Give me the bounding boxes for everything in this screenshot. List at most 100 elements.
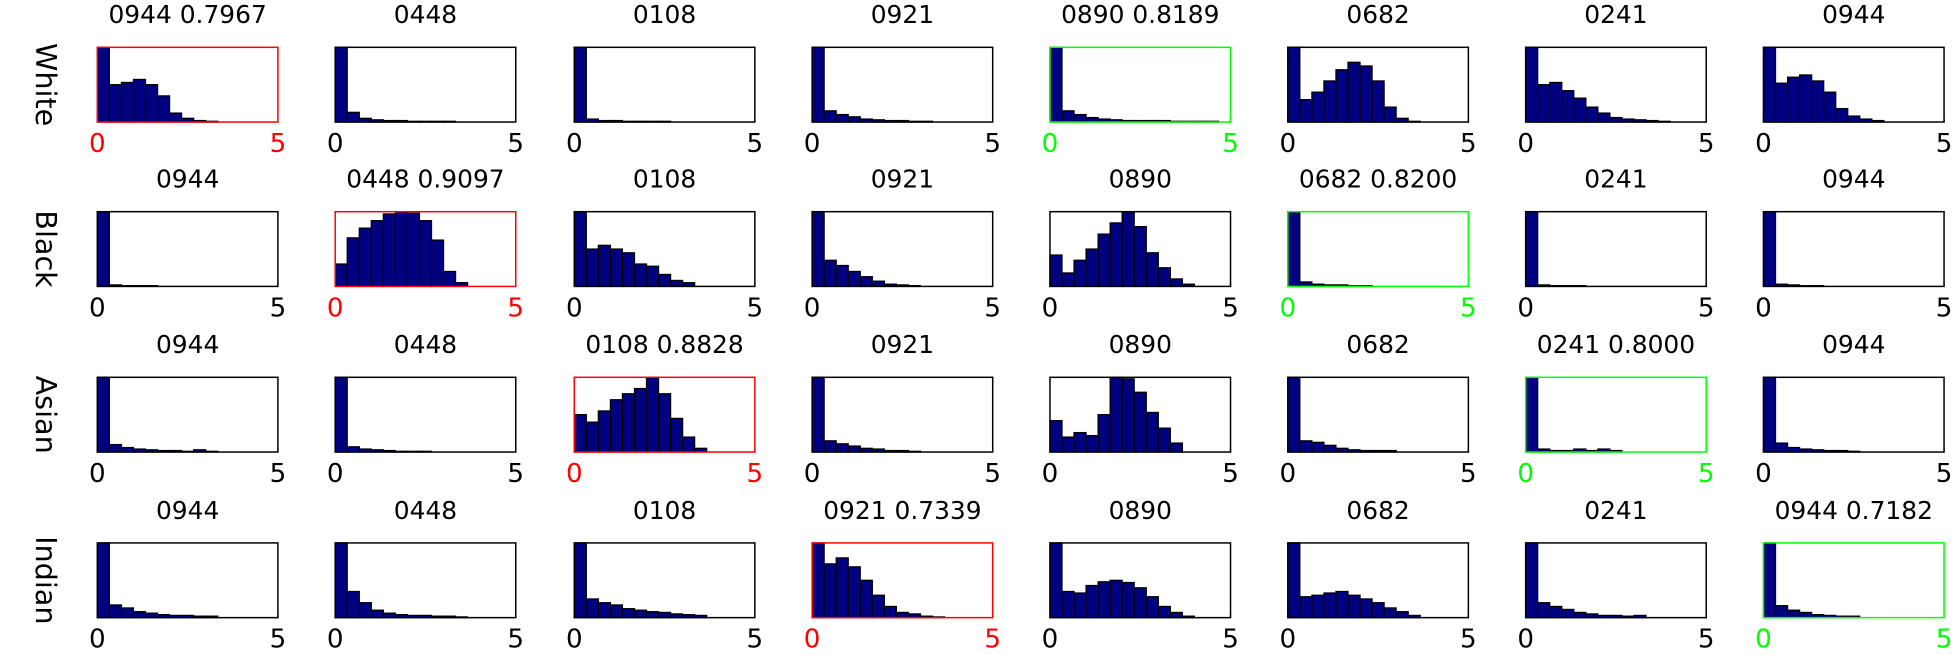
bar [120, 607, 135, 619]
x-tick-label: 5 [984, 459, 1001, 489]
frame [334, 210, 517, 288]
frame [1287, 210, 1470, 288]
x-tick-label: 0 [327, 459, 344, 489]
bar [1157, 427, 1171, 453]
x-tick-label: 0 [1517, 129, 1534, 159]
bar [657, 273, 672, 288]
bar [120, 81, 135, 123]
bar [1157, 605, 1171, 619]
frame [96, 210, 279, 288]
bar [1061, 436, 1075, 453]
bar [645, 376, 660, 453]
bar [144, 84, 159, 123]
panel-title: 0241 [1584, 496, 1647, 525]
bar [609, 248, 624, 288]
panel-title: 0448 0.9097 [346, 165, 504, 194]
bar [1287, 211, 1301, 288]
bar [96, 211, 111, 288]
x-tick-label: 0 [1517, 293, 1534, 323]
panel-title: 0108 [633, 0, 696, 29]
panel-title: 0682 [1346, 330, 1409, 359]
x-tick-label: 0 [89, 459, 106, 489]
bar [1762, 46, 1777, 123]
bar [1133, 587, 1147, 619]
bar [633, 263, 648, 288]
bar [1287, 46, 1301, 123]
bar [681, 436, 696, 453]
x-tick-label: 0 [89, 293, 106, 323]
x-tick-label: 5 [1222, 625, 1239, 655]
bar [1525, 376, 1539, 453]
bar [96, 46, 111, 123]
frame [811, 210, 994, 288]
frame [1287, 376, 1470, 453]
frame [1049, 376, 1232, 453]
bar [597, 602, 612, 619]
bar [1798, 611, 1813, 619]
x-tick-label: 0 [566, 625, 583, 655]
bar [1525, 211, 1539, 288]
bar [1299, 98, 1313, 123]
bar [1121, 581, 1135, 619]
bar [895, 611, 910, 619]
bar [334, 376, 348, 453]
panel-title: 0921 [871, 330, 934, 359]
bar [334, 46, 348, 123]
bar [1383, 607, 1397, 619]
bar [633, 609, 648, 619]
x-tick-label: 5 [747, 625, 764, 655]
frame [811, 376, 994, 453]
x-tick-label: 5 [1936, 625, 1953, 655]
bar [1085, 434, 1099, 453]
bar [1762, 211, 1777, 288]
bar [1145, 411, 1159, 453]
x-tick-label: 0 [1755, 459, 1772, 489]
panel-title: 0890 0.8189 [1061, 0, 1219, 29]
bar [823, 563, 837, 619]
panel-title: 0241 0.8000 [1537, 330, 1695, 359]
bar [621, 608, 636, 619]
x-tick-label: 5 [984, 625, 1001, 655]
x-tick-label: 0 [804, 459, 821, 489]
bar [168, 112, 183, 123]
bar [1347, 61, 1361, 123]
bar [370, 609, 384, 619]
bar [1073, 592, 1087, 619]
bar [1786, 609, 1801, 619]
bar [96, 376, 111, 453]
x-tick-label: 0 [566, 129, 583, 159]
x-tick-label: 5 [1698, 625, 1715, 655]
x-tick-label: 0 [1755, 129, 1772, 159]
bar [645, 265, 660, 288]
frame [1524, 210, 1707, 288]
row-label: Asian [29, 376, 63, 454]
bar [108, 84, 123, 123]
frame [1762, 542, 1945, 619]
x-tick-label: 0 [89, 625, 106, 655]
bar [1061, 110, 1075, 123]
frame [811, 542, 994, 619]
bar [823, 440, 837, 453]
frame [573, 210, 756, 288]
x-tick-label: 0 [1279, 293, 1296, 323]
bar [573, 211, 587, 288]
x-tick-label: 5 [270, 129, 287, 159]
bar [1549, 81, 1563, 123]
bar [1169, 611, 1184, 619]
x-tick-label: 5 [1460, 459, 1477, 489]
frame [96, 542, 279, 619]
frame [334, 542, 517, 619]
panel-title: 0890 [1109, 496, 1172, 525]
x-tick-label: 5 [507, 129, 524, 159]
bar [382, 213, 397, 288]
x-tick-label: 5 [747, 129, 764, 159]
bar [1395, 611, 1409, 619]
frame [1524, 46, 1707, 123]
x-tick-label: 0 [1755, 625, 1772, 655]
frame [1762, 46, 1945, 123]
x-tick-label: 5 [1460, 293, 1477, 323]
row-label: Black [29, 210, 63, 288]
bar [847, 566, 861, 619]
bar [1097, 414, 1111, 453]
x-tick-label: 0 [1042, 625, 1059, 655]
